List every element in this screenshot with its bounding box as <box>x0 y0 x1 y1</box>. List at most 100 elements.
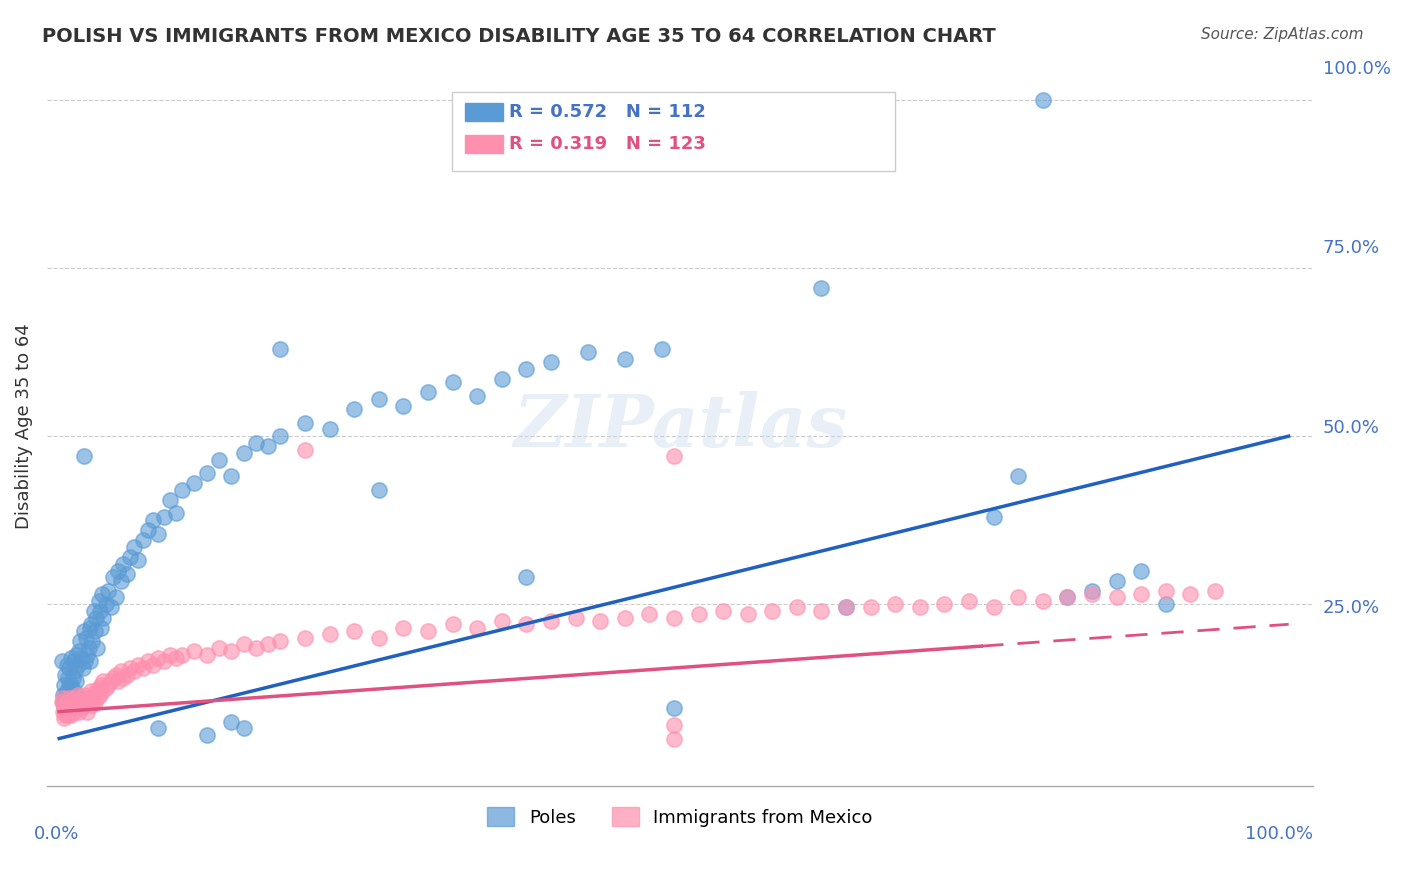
Immigrants from Mexico <box>711 604 734 618</box>
Immigrants from Mexico <box>66 688 89 702</box>
Poles <box>142 513 165 527</box>
Poles <box>104 591 127 605</box>
Poles <box>69 634 91 648</box>
Immigrants from Mexico <box>343 624 366 638</box>
Immigrants from Mexico <box>367 631 389 645</box>
Poles <box>63 654 86 668</box>
Poles <box>257 439 280 453</box>
Immigrants from Mexico <box>1154 583 1177 598</box>
Poles <box>294 416 316 430</box>
Immigrants from Mexico <box>53 708 76 723</box>
Immigrants from Mexico <box>82 698 104 712</box>
Poles <box>136 523 159 537</box>
Immigrants from Mexico <box>208 640 231 655</box>
Immigrants from Mexico <box>77 691 100 706</box>
Poles <box>146 722 169 736</box>
Immigrants from Mexico <box>75 694 97 708</box>
Poles <box>152 509 174 524</box>
Poles <box>73 654 96 668</box>
Immigrants from Mexico <box>104 667 127 681</box>
Poles <box>79 654 101 668</box>
Poles <box>465 389 488 403</box>
Poles <box>107 564 129 578</box>
Poles <box>73 624 96 638</box>
Immigrants from Mexico <box>76 705 98 719</box>
Immigrants from Mexico <box>93 674 115 689</box>
Immigrants from Mexico <box>83 688 105 702</box>
Poles <box>613 351 636 366</box>
Poles <box>441 376 464 390</box>
Immigrants from Mexico <box>491 614 513 628</box>
Immigrants from Mexico <box>58 691 80 706</box>
Poles <box>55 684 77 698</box>
Poles <box>269 342 291 356</box>
Immigrants from Mexico <box>165 651 187 665</box>
Immigrants from Mexico <box>59 705 82 719</box>
Immigrants from Mexico <box>392 621 415 635</box>
Poles <box>810 281 832 295</box>
Immigrants from Mexico <box>465 621 488 635</box>
Immigrants from Mexico <box>613 610 636 624</box>
Poles <box>122 540 145 554</box>
Poles <box>58 661 80 675</box>
Poles <box>515 570 537 584</box>
Immigrants from Mexico <box>79 694 101 708</box>
Immigrants from Mexico <box>934 597 956 611</box>
Immigrants from Mexico <box>80 684 103 698</box>
Immigrants from Mexico <box>441 617 464 632</box>
Poles <box>52 694 75 708</box>
Poles <box>232 446 254 460</box>
Immigrants from Mexico <box>1105 591 1128 605</box>
Poles <box>115 566 138 581</box>
Poles <box>367 483 389 497</box>
Immigrants from Mexico <box>63 705 86 719</box>
Poles <box>90 621 112 635</box>
Immigrants from Mexico <box>1081 587 1104 601</box>
Immigrants from Mexico <box>245 640 267 655</box>
Immigrants from Mexico <box>86 691 108 706</box>
Poles <box>60 651 83 665</box>
FancyBboxPatch shape <box>465 103 503 120</box>
Poles <box>110 574 132 588</box>
Immigrants from Mexico <box>89 688 111 702</box>
Poles <box>1056 591 1078 605</box>
Immigrants from Mexico <box>62 701 84 715</box>
Immigrants from Mexico <box>51 694 73 708</box>
Poles <box>491 372 513 386</box>
Text: R = 0.572   N = 112: R = 0.572 N = 112 <box>509 103 706 121</box>
Immigrants from Mexico <box>1032 594 1054 608</box>
Poles <box>93 610 115 624</box>
Poles <box>52 688 75 702</box>
Text: ZIPatlas: ZIPatlas <box>513 391 848 461</box>
Poles <box>662 701 685 715</box>
Immigrants from Mexico <box>136 654 159 668</box>
Immigrants from Mexico <box>55 705 77 719</box>
Poles <box>89 604 111 618</box>
Poles <box>82 634 104 648</box>
Immigrants from Mexico <box>55 694 77 708</box>
Immigrants from Mexico <box>142 657 165 672</box>
Immigrants from Mexico <box>70 701 93 715</box>
Poles <box>83 624 105 638</box>
Poles <box>112 557 135 571</box>
Immigrants from Mexico <box>540 614 562 628</box>
Immigrants from Mexico <box>73 688 96 702</box>
Poles <box>86 640 108 655</box>
Immigrants from Mexico <box>1204 583 1226 598</box>
Immigrants from Mexico <box>90 678 112 692</box>
Immigrants from Mexico <box>120 661 142 675</box>
Immigrants from Mexico <box>53 698 76 712</box>
Immigrants from Mexico <box>786 600 808 615</box>
Y-axis label: Disability Age 35 to 64: Disability Age 35 to 64 <box>15 323 32 529</box>
Immigrants from Mexico <box>1007 591 1029 605</box>
Immigrants from Mexico <box>172 648 194 662</box>
Immigrants from Mexico <box>122 665 145 679</box>
Immigrants from Mexico <box>662 450 685 464</box>
Immigrants from Mexico <box>63 694 86 708</box>
Poles <box>172 483 194 497</box>
Poles <box>221 714 243 729</box>
Poles <box>515 362 537 376</box>
Immigrants from Mexico <box>52 691 75 706</box>
Poles <box>53 701 76 715</box>
Immigrants from Mexico <box>103 671 125 685</box>
